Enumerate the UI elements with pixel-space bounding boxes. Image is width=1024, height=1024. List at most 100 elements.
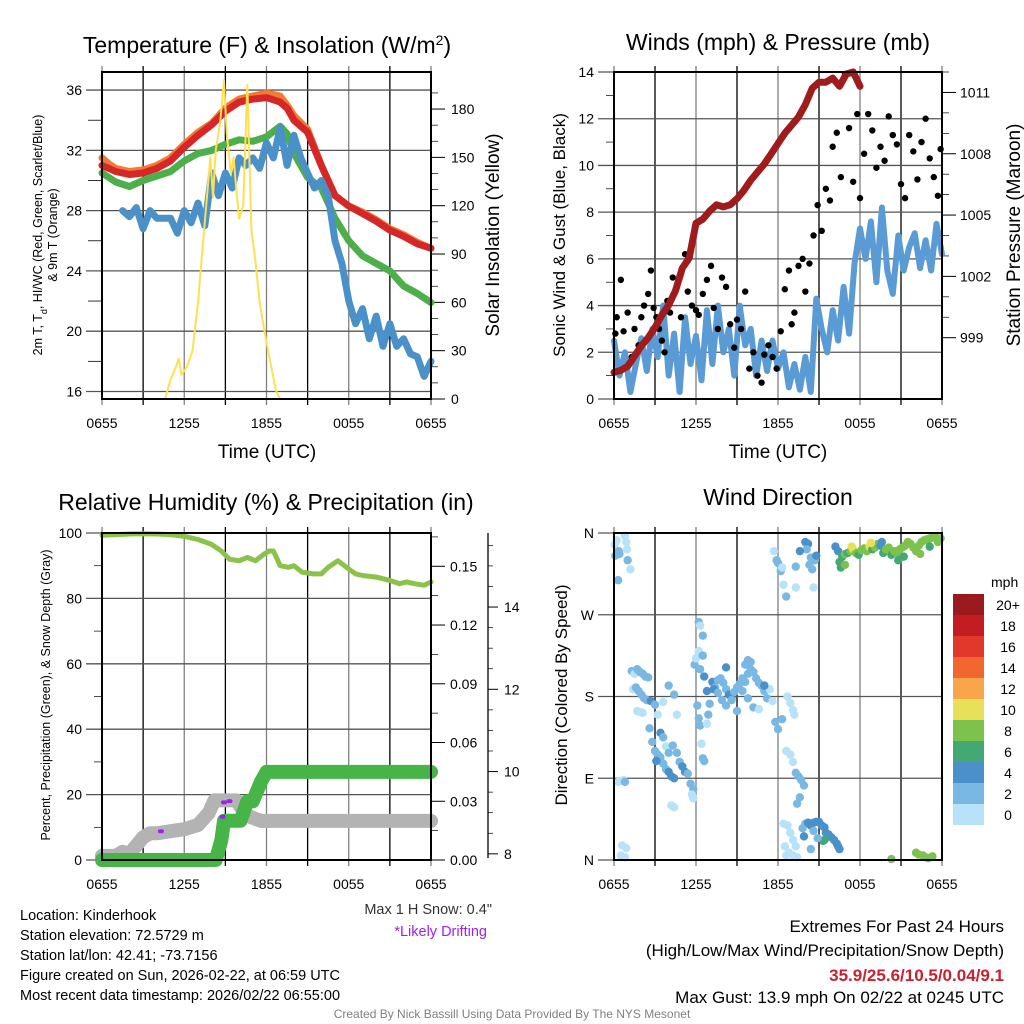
- wdir-point: [652, 756, 661, 766]
- rh-series-relative-humidity: [99, 531, 434, 588]
- wdir-point: [777, 563, 787, 572]
- wind-xtick-label: 0655: [598, 415, 629, 431]
- wdir-point: [835, 844, 844, 854]
- wind-gust-point: [769, 353, 776, 361]
- rh-chart-title: Relative Humidity (%) & Precipitation (i…: [58, 489, 473, 515]
- wind-gust-point: [893, 141, 901, 148]
- wind-gust-point: [930, 173, 937, 181]
- wind-gust-point: [714, 325, 722, 333]
- wdir-point: [809, 583, 818, 592]
- wdir-point: [664, 748, 673, 758]
- temp-ytick-label: 28: [66, 203, 82, 219]
- rh-y3tick-label: 12: [504, 681, 520, 697]
- wind-gust-point: [788, 321, 795, 328]
- wdir-point: [813, 834, 822, 843]
- wind-xtick-label: 1855: [762, 415, 793, 431]
- wdir-point: [669, 690, 679, 699]
- wdir-point: [705, 699, 714, 708]
- wdir-point: [727, 695, 736, 705]
- rh-drifting-mark: [221, 800, 228, 805]
- station-info: Location: Kinderhook Station elevation: …: [20, 906, 340, 1006]
- wind-gust-point: [822, 185, 830, 192]
- wdir-frame: [613, 532, 943, 861]
- temp-xtick-label: 0655: [86, 415, 117, 431]
- wind-xtick-label: 0055: [844, 415, 875, 431]
- max-snow-annotation: Max 1 H Snow: 0.4": [364, 902, 492, 918]
- wind-gust-point: [934, 192, 942, 199]
- wdir-point: [782, 851, 791, 860]
- wind-gust-point: [761, 351, 768, 358]
- wdir-legend-label: 12: [1000, 681, 1016, 697]
- wind-gust-point: [854, 110, 861, 118]
- wind-gust-point: [829, 143, 836, 150]
- wdir-point: [695, 721, 705, 730]
- wdir-point: [820, 835, 829, 845]
- wdir-point: [669, 803, 679, 812]
- wind-gust-point: [677, 314, 685, 321]
- wdir-point: [700, 672, 709, 681]
- wind-gust-point: [707, 262, 715, 270]
- wind-y2tick-label: 1011: [960, 84, 990, 100]
- wind-gust-point: [806, 260, 813, 267]
- wind-xtick-label: 1255: [680, 415, 711, 431]
- wind-series-pressure: [610, 68, 864, 376]
- wind-gust-point: [795, 262, 802, 270]
- rh-y2tick-label: 0.12: [450, 617, 477, 633]
- wdir-legend-title: mph: [991, 574, 1018, 590]
- wdir-point: [795, 546, 805, 556]
- wdir-point: [777, 715, 787, 724]
- wdir-point: [695, 665, 705, 674]
- extremes-heading: Extremes For Past 24 Hours: [789, 917, 1004, 936]
- rh-xtick-label: 1255: [169, 876, 200, 892]
- wdir-point: [802, 545, 811, 554]
- wdir-point: [840, 560, 850, 569]
- wdir-point: [791, 842, 800, 851]
- wind-gust-point: [926, 155, 933, 162]
- wdir-xtick-label: 1255: [680, 876, 711, 892]
- wind-gust-point: [695, 311, 702, 319]
- rh-y2tick-label: 0.09: [450, 676, 477, 692]
- wdir-point: [791, 583, 800, 592]
- wind-gust-point: [631, 325, 638, 333]
- wind-gust-point: [669, 274, 676, 281]
- wdir-point: [694, 714, 703, 723]
- wdir-point: [650, 700, 660, 709]
- wdir-legend-swatch: [953, 720, 984, 741]
- wind-gust-point: [856, 194, 864, 202]
- wdir-point: [786, 750, 795, 759]
- wdir-point: [799, 832, 809, 841]
- wdir-point: [773, 725, 783, 734]
- wdir-point: [754, 705, 764, 714]
- wind-ytick-label: 10: [578, 157, 594, 173]
- wind-gust-point: [889, 131, 896, 139]
- wind-ytick-label: 14: [578, 64, 594, 80]
- wdir-point: [661, 742, 671, 751]
- wdir-legend-swatch: [953, 594, 984, 615]
- wind-gust-point: [710, 304, 717, 312]
- wdir-point: [721, 701, 731, 710]
- rh-y2tick-label: 0.15: [450, 558, 477, 574]
- wdir-point: [648, 737, 657, 747]
- location-label: Location: Kinderhook: [20, 908, 157, 924]
- wind-gust-point: [818, 227, 825, 235]
- wdir-point: [669, 774, 679, 783]
- rh-y3tick-label: 8: [504, 846, 512, 862]
- wdir-point: [622, 537, 631, 547]
- wdir-point: [695, 621, 705, 630]
- wind-chart-title: Winds (mph) & Pressure (mb): [626, 29, 930, 55]
- wdir-point: [623, 556, 632, 565]
- wind-gust-point: [647, 267, 655, 274]
- wdir-point: [809, 826, 818, 836]
- rh-drifting-mark: [226, 799, 233, 804]
- wdir-point: [613, 576, 623, 585]
- wdir-point: [806, 844, 815, 854]
- wdir-point: [788, 757, 798, 767]
- wind-gust-point: [644, 290, 652, 298]
- wind-ytick-label: 8: [586, 204, 594, 220]
- wind-gust-point: [918, 138, 925, 146]
- wind-ytick-label: 12: [578, 111, 594, 127]
- wdir-point: [783, 692, 792, 701]
- wdir-point: [738, 686, 747, 696]
- wdir-point: [782, 592, 791, 601]
- temp-ytick-label: 16: [66, 383, 82, 399]
